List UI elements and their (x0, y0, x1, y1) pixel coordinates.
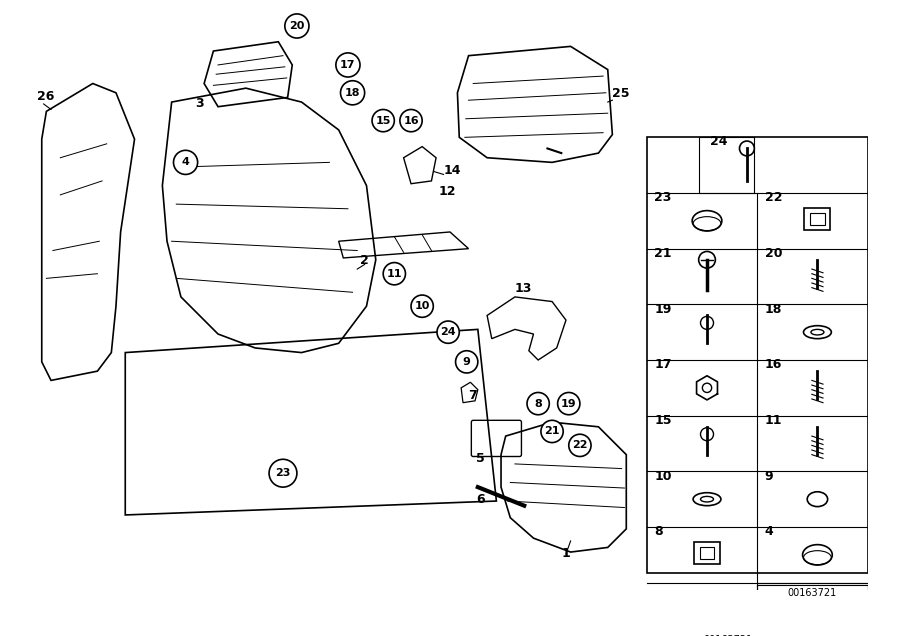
Text: 17: 17 (654, 358, 671, 371)
Text: 19: 19 (561, 399, 577, 408)
Text: 18: 18 (764, 303, 782, 315)
Circle shape (340, 81, 364, 105)
Text: 10: 10 (654, 470, 671, 483)
Text: 25: 25 (612, 87, 630, 100)
Text: 4: 4 (182, 157, 190, 167)
Text: 18: 18 (345, 88, 360, 98)
Text: 19: 19 (654, 303, 671, 315)
Text: 14: 14 (444, 165, 461, 177)
Bar (699, 548, 715, 558)
Text: 26: 26 (37, 90, 55, 103)
Circle shape (527, 392, 549, 415)
Text: 15: 15 (375, 116, 391, 126)
Text: 23: 23 (275, 468, 291, 478)
Circle shape (174, 150, 198, 174)
Circle shape (284, 14, 309, 38)
Circle shape (400, 109, 422, 132)
Text: 8: 8 (535, 399, 542, 408)
Circle shape (455, 350, 478, 373)
Text: 11: 11 (387, 269, 402, 279)
Text: 5: 5 (476, 452, 485, 465)
Circle shape (383, 263, 406, 285)
Text: 11: 11 (764, 414, 782, 427)
Bar (805, 208, 831, 230)
Bar (810, 214, 824, 225)
Bar (757, 583, 868, 629)
Bar (647, 137, 868, 574)
Circle shape (411, 295, 433, 317)
Circle shape (569, 434, 591, 457)
Text: 4: 4 (764, 525, 773, 538)
Text: 22: 22 (764, 191, 782, 204)
Text: 9: 9 (463, 357, 471, 367)
Text: 24: 24 (710, 135, 727, 148)
Circle shape (437, 321, 459, 343)
Text: 22: 22 (572, 440, 588, 450)
Text: 7: 7 (469, 389, 477, 402)
Circle shape (558, 392, 580, 415)
Text: 17: 17 (340, 60, 356, 70)
Text: 21: 21 (654, 247, 671, 260)
Text: 1: 1 (562, 547, 570, 560)
Text: 23: 23 (654, 191, 671, 204)
Text: 24: 24 (440, 327, 456, 337)
Circle shape (372, 109, 394, 132)
Bar (694, 542, 720, 564)
Circle shape (269, 459, 297, 487)
Polygon shape (768, 599, 860, 627)
Bar (757, 584, 868, 608)
Text: 10: 10 (415, 301, 430, 311)
Text: 13: 13 (515, 282, 532, 295)
Circle shape (541, 420, 563, 443)
Text: 21: 21 (544, 427, 560, 436)
Text: 12: 12 (439, 185, 456, 198)
Text: 20: 20 (289, 21, 304, 31)
Text: 00163721: 00163721 (704, 635, 753, 636)
Text: 9: 9 (764, 470, 773, 483)
Text: 2: 2 (360, 254, 369, 267)
Text: 16: 16 (764, 358, 782, 371)
Text: 8: 8 (654, 525, 662, 538)
Text: 20: 20 (764, 247, 782, 260)
Text: 16: 16 (403, 116, 418, 126)
Bar (698, 137, 754, 193)
Text: 3: 3 (194, 97, 203, 109)
Text: 15: 15 (654, 414, 671, 427)
Text: 00163721: 00163721 (788, 588, 836, 598)
Circle shape (336, 53, 360, 77)
Text: 6: 6 (476, 493, 484, 506)
